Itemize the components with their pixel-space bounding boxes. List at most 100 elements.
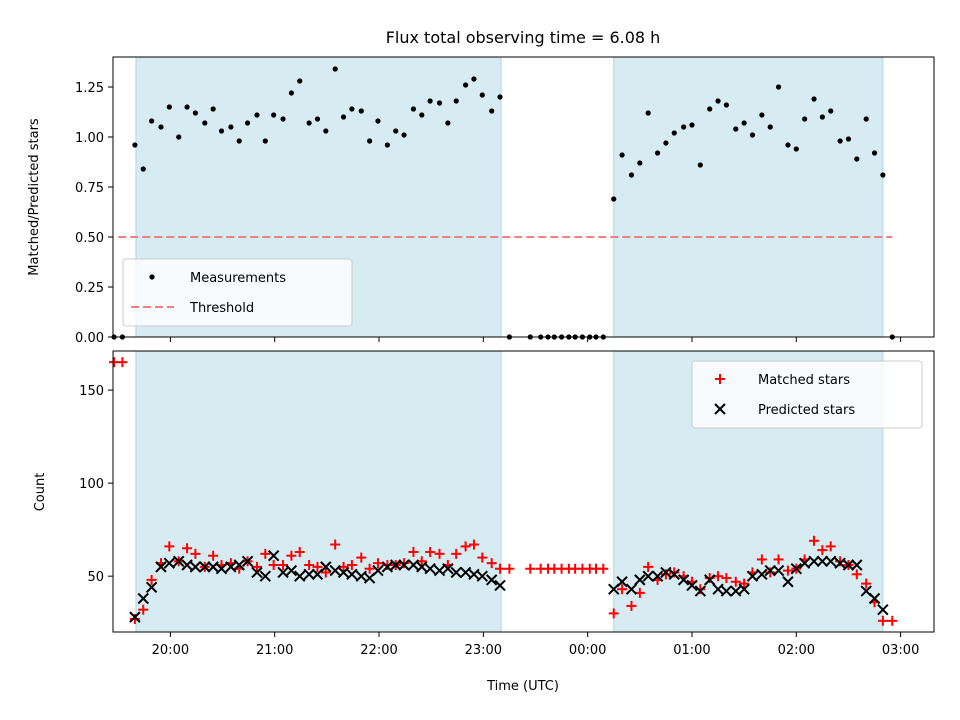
measurement-point [845,136,852,142]
x-axis-label: Time (UTC) [486,679,559,694]
matched-star-point [669,567,680,578]
predicted-star-point [476,570,489,582]
measurement-point [854,156,860,162]
measurement-point [254,112,260,118]
matched-star-point [304,560,315,571]
predicted-star-point [468,568,480,581]
predicted-star-point [485,574,498,586]
measurement-point [880,172,886,178]
measurement-point [689,122,695,128]
matched-star-point [739,578,750,589]
observing-window-band [613,56,884,338]
legend-threshold-label: Threshold [189,301,254,316]
predicted-star-point [816,555,829,567]
count-panel: 50 100 150 20:00 21:00 22:00 23:00 00:00 01:00 0… [33,350,935,694]
matched-star-point [851,569,862,580]
predicted-star-point [259,570,272,582]
predicted-star-point [746,570,759,582]
ratio-legend: Measurements Threshold [122,258,353,327]
measurement-point [401,132,407,138]
measurement-point [166,104,172,110]
predicted-star-point [450,566,462,579]
matched-star-point [468,539,479,550]
x-tick-label: 23:00 [465,643,502,658]
measurement-point [871,150,878,156]
matched-star-point [372,558,383,569]
predicted-star-point [277,566,289,579]
legend-predicted-label: Predicted stars [758,403,855,418]
matched-star-point [765,567,776,578]
matched-star-point [608,608,619,619]
predicted-star-point [842,559,855,571]
measurement-point [863,116,869,122]
legend-measurements-marker [149,274,155,280]
measurement-point [349,106,355,112]
measurement-point [436,100,443,106]
matched-star-point [504,563,515,574]
matched-star-point [364,563,375,574]
measurement-point [463,82,469,88]
measurement-point [715,98,721,104]
y-tick-label: 1.00 [75,131,104,146]
matched-star-point [809,535,820,546]
matched-star-point [286,550,297,561]
count-y-axis: 50 100 150 [79,384,113,585]
predicted-star-point [303,568,315,581]
matched-star-point [320,567,331,578]
predicted-star-point [207,561,219,573]
predicted-star-point [199,561,211,573]
measurement-point [681,124,687,130]
measurement-point [767,124,773,130]
measurement-point [419,112,425,118]
predicted-star-point [772,564,785,577]
ratio-panel: 0.00 0.25 0.50 0.75 1.00 1.25 Matched/Predict… [27,56,935,346]
measurement-point [236,138,242,144]
measurement-point [479,92,485,98]
measurement-point [244,120,251,126]
matched-star-point [861,578,872,589]
matched-star-point [825,541,836,552]
predicted-star-point [459,566,472,579]
matched-star-point [251,561,262,572]
matched-star-point [278,560,289,571]
measurement-point [707,106,713,112]
legend-measurements-label: Measurements [190,271,286,286]
matched-star-point [182,543,193,554]
predicted-star-point [381,561,394,573]
measurement-point [811,96,817,102]
matched-star-point [877,615,888,626]
predicted-star-point [616,576,628,588]
measurement-point [697,162,703,168]
measurement-point [367,138,373,144]
measurement-point [793,146,799,152]
measurement-point [271,112,277,118]
predicted-star-point [241,555,254,567]
observing-window-band [135,350,502,633]
predicted-star-point [416,561,428,573]
measurement-point [723,102,730,108]
matched-star-point [495,563,506,574]
matched-star-point [643,561,654,572]
matched-star-point [451,548,462,559]
x-tick-label: 01:00 [673,643,710,658]
x-tick-label: 21:00 [256,643,293,658]
predicted-star-point [634,574,646,586]
measurement-point [280,116,286,122]
predicted-star-point [433,564,446,577]
legend-matched-marker [715,374,725,384]
matched-star-point [782,565,793,576]
measurement-point [340,114,347,120]
ratio-panel-frame [112,56,935,338]
measurement-point [184,104,190,110]
matched-star-point [887,615,898,626]
measurement-point [671,130,677,136]
measurement-point [819,114,825,120]
matched-star-point [312,561,323,572]
matched-star-point [190,548,201,559]
predicted-star-point [355,570,367,582]
measurement-point [384,142,390,148]
matched-star-point [425,546,436,557]
ratio-legend-box [122,258,353,327]
measurement-point [176,134,182,140]
measurement-point [297,78,303,84]
